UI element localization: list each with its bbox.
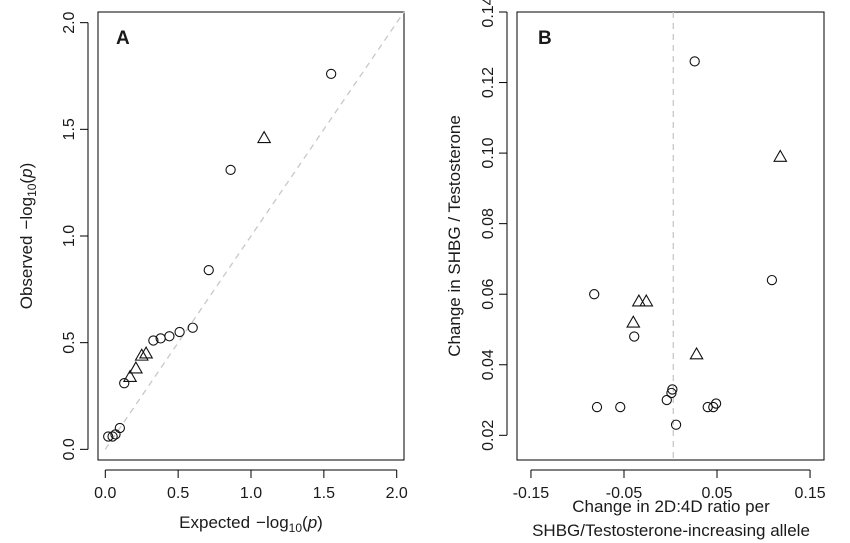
panel-a-y-axis-label-math-close: ) [17, 163, 36, 169]
panel-b-circle-point [766, 274, 778, 286]
panel-a-x-axis-label: Expected −log10(p) [179, 513, 323, 535]
panel-a-y-axis-label-math-minus-log: −log [17, 197, 36, 230]
panel-b-plot-frame [516, 11, 825, 461]
panel-a-y-axis-label-math-base: 10 [25, 183, 39, 197]
panel-b-x-tick-label: -0.05 [606, 485, 643, 502]
panel-a-circle-point [119, 378, 130, 389]
panel-a-reference-line [104, 11, 405, 450]
panel-a-x-axis-label-math-open: ( [302, 513, 308, 532]
panel-b-y-tick-label: 0.10 [480, 137, 497, 168]
panel-a-x-axis-label-math-minus-log: −log [256, 513, 289, 532]
panel-a-y-tick-label: 0.5 [61, 331, 78, 353]
panel-b-label: B [538, 28, 552, 49]
panel-a-circle-point [187, 322, 198, 333]
panel-a-label: A [116, 28, 130, 49]
panel-b-y-tick-label: 0.06 [480, 279, 497, 310]
panel-a-circle-point [203, 264, 214, 276]
panel-a-qq-plot: A 0.0 0.5 1.0 1.5 2.0 0.0 0.5 1.0 1.5 2.0 Expecte… [17, 11, 408, 535]
panel-b-y-tick-label: 0.14 [480, 0, 497, 28]
panel-a-y-tick-label: 2.0 [61, 11, 78, 33]
panel-a-triangle-point [134, 348, 149, 361]
panel-a-triangle-point [122, 369, 138, 383]
panel-a-x-axis-label-math-close: ) [317, 513, 323, 532]
panel-a-plot-frame [97, 11, 405, 461]
panel-b-triangle-point [631, 293, 647, 307]
panel-b-y-tick-label: 0.12 [480, 67, 497, 98]
panel-a-x-tick-label: 1.5 [313, 485, 335, 502]
panel-a-circle-point [325, 68, 337, 80]
panel-a-y-axis-label: Observed −log10(p) [17, 163, 39, 310]
panel-a-x-tick-label: 1.0 [240, 485, 262, 502]
panel-a-circle-point [103, 431, 114, 442]
panel-b-triangle-point [626, 315, 641, 328]
panel-a-x-tick-label: 0.0 [94, 485, 116, 502]
panel-a-data-layer: 0.0 0.5 1.0 1.5 2.0 0.0 0.5 1.0 1.5 2.0 [61, 11, 408, 502]
panel-a-triangle-point [138, 346, 154, 359]
panel-b-x-tick-label: 0.15 [794, 485, 825, 502]
panel-b-circle-point [710, 398, 722, 409]
panel-a-x-axis-label-math-base: 10 [289, 521, 303, 535]
panel-a-x-tick-label: 2.0 [386, 485, 408, 502]
panel-b-circle-point [689, 56, 700, 67]
panel-b-x-axis-label-line-2: SHBG/Testosterone-increasing allele [532, 521, 810, 540]
panel-a-circle-point [174, 326, 185, 338]
panel-b-y-tick-label: 0.04 [480, 349, 497, 380]
panel-b-y-axis-label: Change in SHBG / Testosterone [445, 115, 464, 357]
panel-a-circle-point [164, 331, 175, 342]
panel-a-circle-point [107, 431, 118, 442]
panel-a-y-tick-label: 0.0 [61, 438, 78, 460]
panel-a-triangle-point [256, 130, 272, 144]
panel-a-y-axis-label-math-p: p [17, 168, 36, 178]
panel-b-circle-point [629, 331, 640, 342]
panel-a-circle-point [225, 164, 236, 176]
panel-b-circle-point [667, 384, 678, 395]
panel-b-circle-point [708, 401, 719, 413]
panel-a-x-axis-label-math-p: p [307, 513, 317, 532]
panel-a-triangle-point [128, 360, 144, 374]
panel-b-circle-point [661, 394, 672, 406]
panel-a-y-axis-label-math-open: ( [17, 178, 36, 184]
panel-a-y-axis-label-prefix: Observed [17, 236, 36, 310]
panel-b-x-axis-label-line-1: Change in 2D:4D ratio per [572, 497, 770, 516]
panel-a-circle-point [148, 335, 159, 346]
panel-b-circle-point [589, 289, 600, 300]
panel-b-circle-point [702, 401, 713, 413]
panel-b-x-tick-label: -0.15 [513, 485, 550, 502]
panel-a-circle-point [114, 422, 126, 434]
panel-b-triangle-point [773, 149, 788, 162]
panel-b-triangle-point [689, 346, 704, 360]
panel-a-x-tick-label: 0.5 [167, 485, 189, 502]
panel-a-y-tick-label: 1.5 [61, 118, 78, 140]
panel-b-triangle-point [639, 293, 654, 307]
panel-a-y-tick-label: 1.0 [61, 225, 78, 247]
panel-b-y-tick-label: 0.02 [480, 420, 497, 451]
panel-b-circle-point [670, 419, 682, 430]
panel-b-effect-plot: B -0.15 -0.05 0.05 0.15 0.02 0.04 0.06 0.08 0.10… [445, 0, 826, 540]
panel-b-y-tick-label: 0.08 [480, 208, 497, 239]
panel-a-x-axis-label-prefix: Expected [179, 513, 250, 532]
panel-b-x-tick-label: 0.05 [701, 485, 732, 502]
panel-b-circle-point [615, 401, 626, 413]
panel-b-circle-point [591, 401, 603, 413]
panel-b-data-layer: -0.15 -0.05 0.05 0.15 0.02 0.04 0.06 0.08 0.10 0.… [480, 0, 826, 502]
